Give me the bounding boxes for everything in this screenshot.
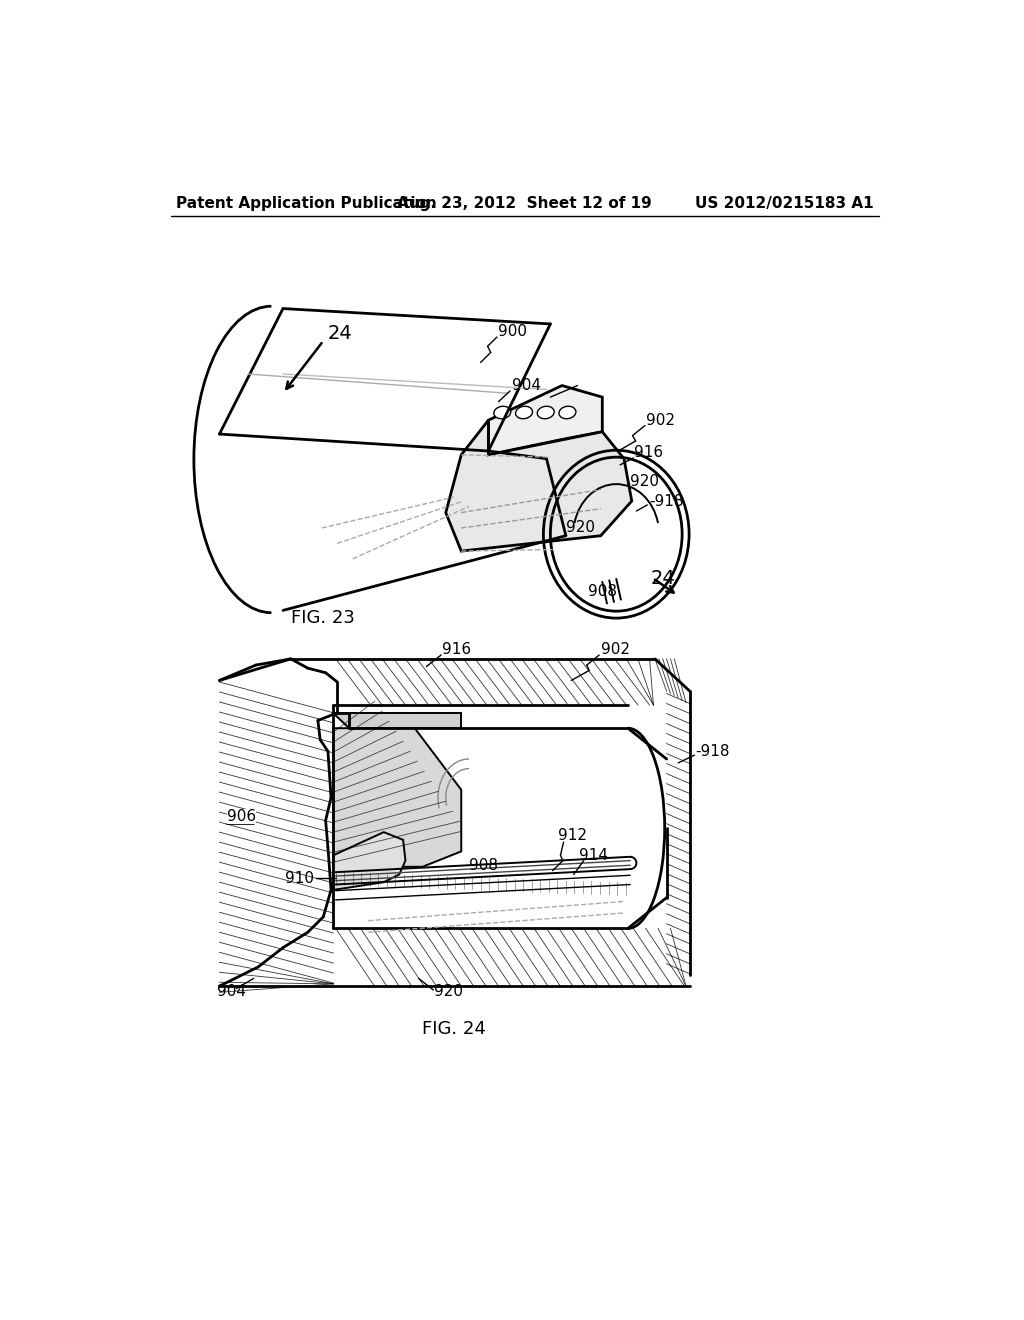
Text: Aug. 23, 2012  Sheet 12 of 19: Aug. 23, 2012 Sheet 12 of 19 [397, 195, 652, 211]
Text: Patent Application Publication: Patent Application Publication [176, 195, 437, 211]
Text: 904: 904 [217, 983, 246, 999]
Polygon shape [445, 420, 632, 552]
Text: 24: 24 [328, 323, 352, 343]
Text: 900: 900 [499, 325, 527, 339]
Text: 916: 916 [634, 445, 664, 461]
Text: -918: -918 [695, 743, 730, 759]
Text: 902: 902 [601, 642, 630, 657]
Text: 904: 904 [512, 378, 541, 393]
Text: 906: 906 [227, 809, 256, 824]
Polygon shape [334, 729, 461, 867]
Polygon shape [488, 385, 602, 455]
Polygon shape [334, 832, 406, 890]
Text: 914: 914 [579, 847, 608, 863]
Text: US 2012/0215183 A1: US 2012/0215183 A1 [695, 195, 873, 211]
Text: 920: 920 [434, 983, 463, 999]
Polygon shape [334, 713, 461, 729]
Text: FIG. 24: FIG. 24 [422, 1019, 485, 1038]
Text: -918: -918 [649, 494, 683, 510]
Text: 902: 902 [646, 413, 675, 428]
Text: 908: 908 [469, 858, 498, 873]
Text: 920: 920 [630, 474, 659, 490]
Ellipse shape [559, 407, 575, 418]
Text: 24: 24 [651, 569, 676, 587]
Text: 908: 908 [588, 583, 616, 599]
Text: 912: 912 [558, 829, 587, 843]
Ellipse shape [515, 407, 532, 418]
Text: 916: 916 [442, 642, 471, 657]
Ellipse shape [494, 407, 511, 418]
Text: 920: 920 [566, 520, 595, 536]
Text: FIG. 23: FIG. 23 [291, 609, 354, 627]
Ellipse shape [538, 407, 554, 418]
Text: 910: 910 [285, 871, 314, 886]
